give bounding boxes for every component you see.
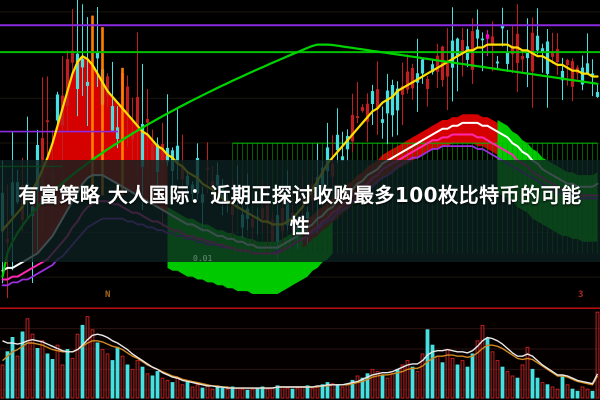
volume-marker-left: N [105, 290, 111, 300]
volume-marker-right: 3 [578, 290, 584, 300]
price-value-annotation: 0.01 [193, 254, 213, 263]
volume-chart-svg [0, 307, 600, 399]
headline-overlay: 有富策略 大人国际：近期正探讨收购最多100枚比特币的可能性 [0, 160, 600, 262]
headline-title: 有富策略 大人国际：近期正探讨收购最多100枚比特币的可能性 [18, 183, 582, 238]
volume-chart-panel [0, 298, 600, 400]
